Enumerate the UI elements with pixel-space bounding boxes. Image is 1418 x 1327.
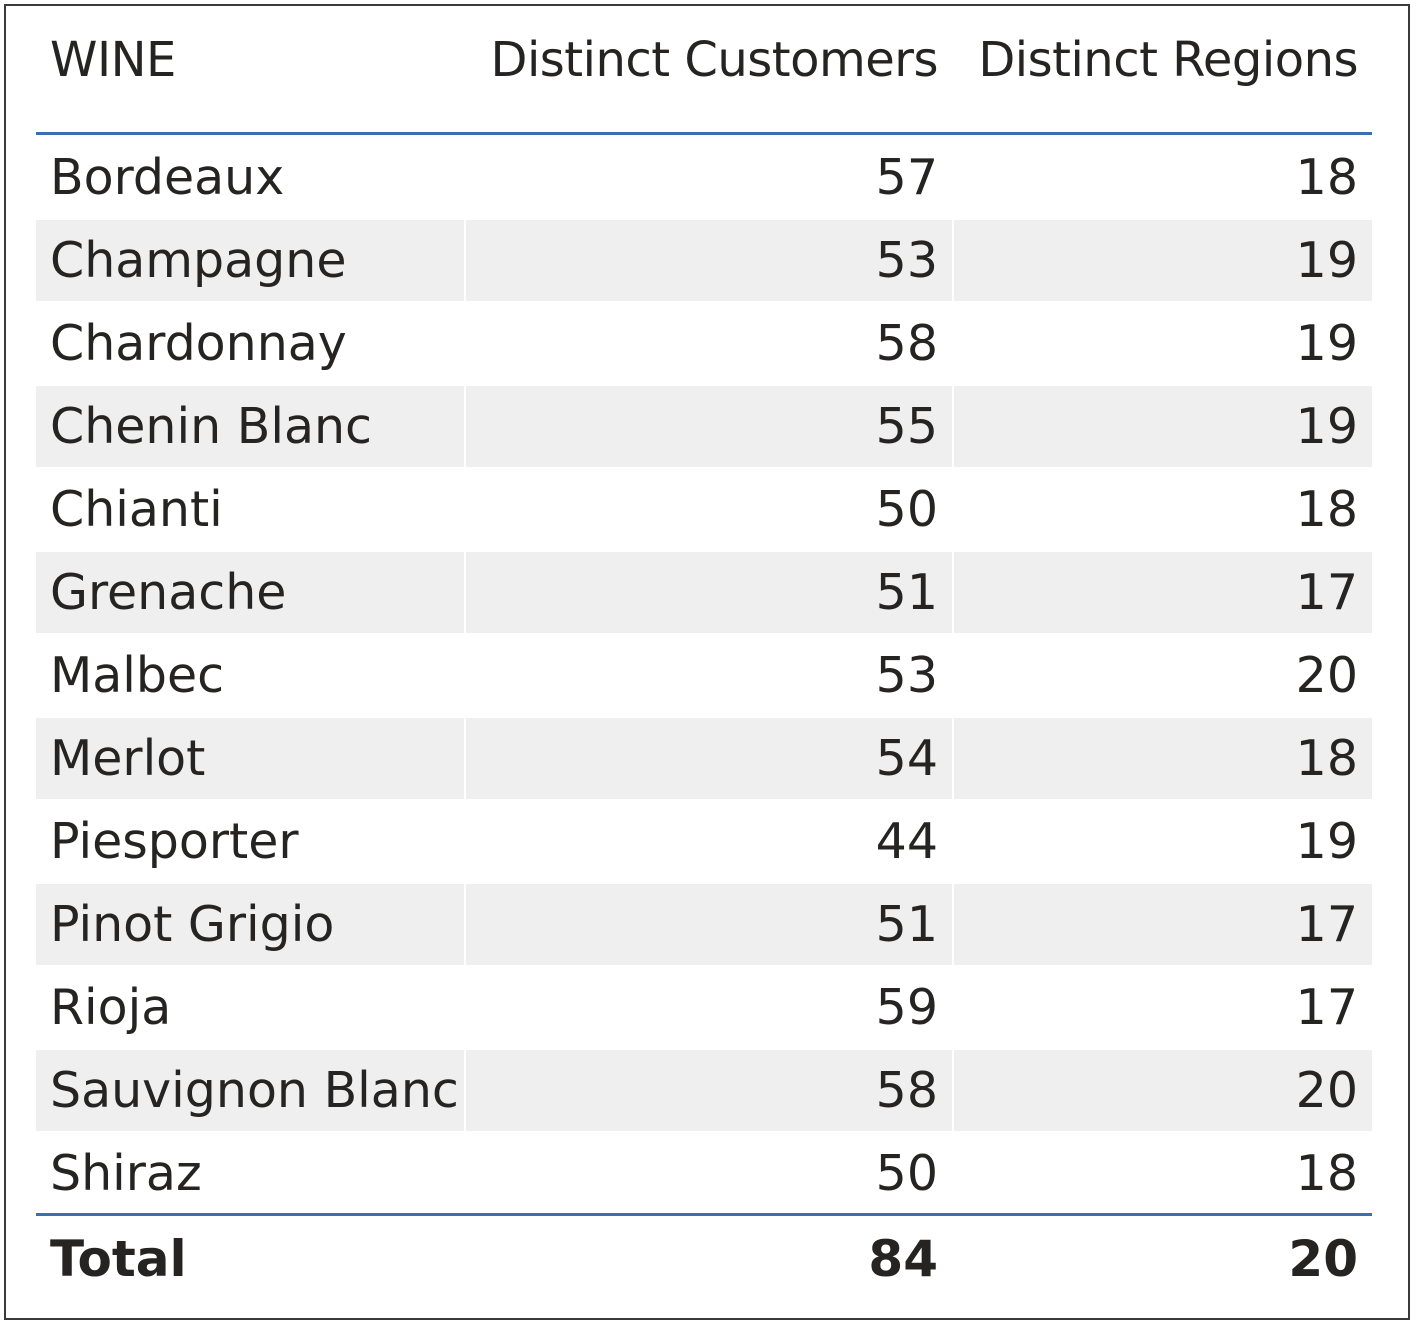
cell-wine: Bordeaux	[36, 137, 464, 220]
cell-distinct-regions: 18	[952, 1133, 1372, 1216]
cell-wine: Grenache	[36, 552, 464, 635]
cell-distinct-regions: 18	[952, 137, 1372, 220]
table-row[interactable]: Rioja 59 17	[36, 967, 1372, 1050]
cell-distinct-customers: 57	[464, 137, 952, 220]
cell-distinct-regions: 19	[952, 386, 1372, 469]
column-header-wine[interactable]: WINE	[50, 32, 176, 88]
cell-wine: Pinot Grigio	[36, 884, 464, 967]
cell-wine: Champagne	[36, 220, 464, 303]
table-row[interactable]: Merlot 54 18	[36, 718, 1372, 801]
cell-distinct-regions: 18	[952, 469, 1372, 552]
table-row[interactable]: Shiraz 50 18	[36, 1133, 1372, 1216]
cell-distinct-customers: 58	[464, 303, 952, 386]
cell-wine: Chianti	[36, 469, 464, 552]
cell-distinct-customers: 53	[464, 635, 952, 718]
cell-wine: Sauvignon Blanc	[36, 1050, 464, 1133]
cell-distinct-customers: 51	[464, 884, 952, 967]
cell-wine: Shiraz	[36, 1133, 464, 1216]
cell-distinct-regions: 18	[952, 718, 1372, 801]
cell-distinct-customers: 54	[464, 718, 952, 801]
table-row[interactable]: Champagne 53 19	[36, 220, 1372, 303]
total-distinct-regions: 20	[952, 1217, 1372, 1300]
header-divider	[36, 132, 1372, 135]
table-header-row: WINE Distinct Customers Distinct Regions	[36, 6, 1372, 130]
cell-distinct-regions: 20	[952, 1050, 1372, 1133]
cell-distinct-regions: 17	[952, 552, 1372, 635]
cell-distinct-customers: 44	[464, 801, 952, 884]
total-distinct-customers: 84	[464, 1217, 952, 1300]
cell-distinct-customers: 51	[464, 552, 952, 635]
cell-wine: Piesporter	[36, 801, 464, 884]
cell-distinct-customers: 55	[464, 386, 952, 469]
cell-wine: Chenin Blanc	[36, 386, 464, 469]
cell-distinct-regions: 19	[952, 303, 1372, 386]
table-visual: WINE Distinct Customers Distinct Regions…	[4, 4, 1410, 1320]
cell-distinct-customers: 50	[464, 1133, 952, 1216]
total-row: Total 84 20	[36, 1217, 1372, 1300]
total-label: Total	[50, 1229, 187, 1288]
table-body: Bordeaux 57 18 Champagne 53 19 Chardonnay 58 19 C…	[36, 137, 1372, 1216]
table-row[interactable]: Chardonnay 58 19	[36, 303, 1372, 386]
column-header-distinct-regions[interactable]: Distinct Regions	[978, 32, 1358, 88]
cell-distinct-customers: 50	[464, 469, 952, 552]
cell-wine: Malbec	[36, 635, 464, 718]
table-row[interactable]: Sauvignon Blanc 58 20	[36, 1050, 1372, 1133]
cell-distinct-customers: 58	[464, 1050, 952, 1133]
column-header-distinct-customers[interactable]: Distinct Customers	[490, 32, 938, 88]
cell-distinct-customers: 59	[464, 967, 952, 1050]
table-row[interactable]: Bordeaux 57 18	[36, 137, 1372, 220]
cell-distinct-regions: 20	[952, 635, 1372, 718]
cell-wine: Chardonnay	[36, 303, 464, 386]
cell-distinct-regions: 17	[952, 884, 1372, 967]
table-row[interactable]: Pinot Grigio 51 17	[36, 884, 1372, 967]
cell-distinct-regions: 19	[952, 801, 1372, 884]
cell-distinct-regions: 17	[952, 967, 1372, 1050]
table-row[interactable]: Grenache 51 17	[36, 552, 1372, 635]
table-row[interactable]: Chenin Blanc 55 19	[36, 386, 1372, 469]
cell-distinct-customers: 53	[464, 220, 952, 303]
total-divider	[36, 1213, 1372, 1216]
table-row[interactable]: Chianti 50 18	[36, 469, 1372, 552]
cell-distinct-regions: 19	[952, 220, 1372, 303]
cell-wine: Rioja	[36, 967, 464, 1050]
cell-wine: Merlot	[36, 718, 464, 801]
table-row[interactable]: Malbec 53 20	[36, 635, 1372, 718]
table-row[interactable]: Piesporter 44 19	[36, 801, 1372, 884]
